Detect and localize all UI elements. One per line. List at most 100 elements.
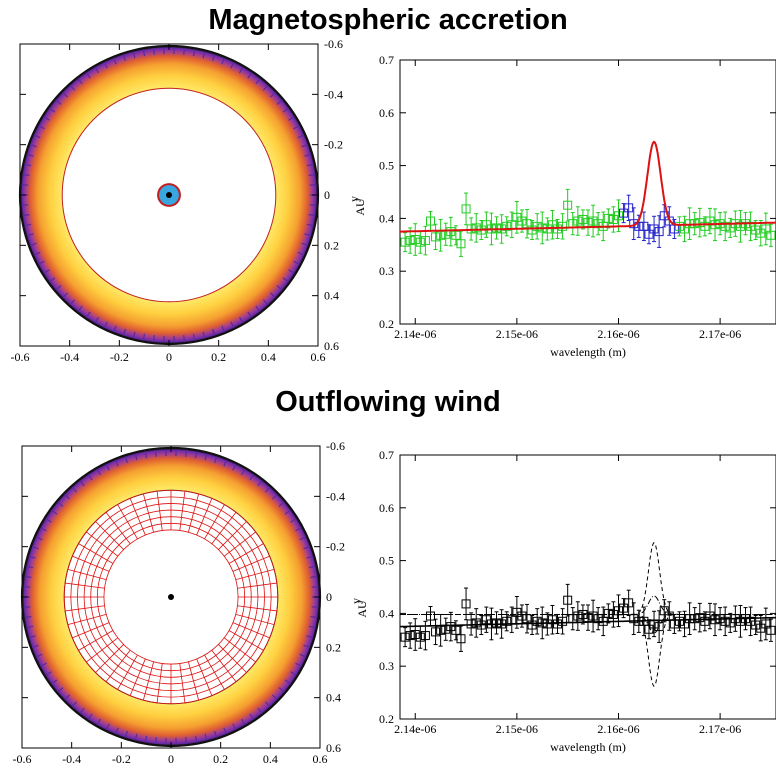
disk-edge-hatch (223, 458, 228, 467)
data-point (400, 632, 410, 642)
disk-edge-hatch (183, 46, 186, 55)
disk-edge-hatch (87, 713, 93, 721)
wind-grid-spoke (232, 555, 270, 572)
disk-edge-hatch (132, 331, 136, 340)
y-tick-label: 0.7 (379, 53, 394, 67)
disk-edge-hatch (278, 500, 286, 507)
disk-edge-hatch (42, 115, 50, 121)
wind-grid-spoke (129, 498, 146, 536)
disk-edge-hatch (185, 737, 188, 746)
data-point (451, 625, 461, 635)
disk-edge-hatch (22, 606, 31, 608)
disk-edge-hatch (112, 325, 117, 334)
wind-grid-spoke (179, 491, 186, 531)
disk-edge-hatch (310, 616, 319, 619)
disk-edge-hatch (78, 707, 85, 715)
wind-grid-spoke (129, 658, 146, 696)
disk-edge-hatch (25, 233, 34, 237)
disk-edge-hatch (257, 707, 264, 715)
data-point (644, 229, 654, 239)
wind-grid-spoke (67, 568, 107, 581)
disk-edge-hatch (295, 526, 303, 532)
disk-edge-hatch (204, 733, 208, 742)
data-point (573, 216, 583, 226)
disk-edge-hatch (22, 586, 31, 588)
disk-edge-hatch (308, 173, 317, 176)
data-point (553, 224, 563, 234)
section-title-wind: Outflowing wind (275, 386, 501, 418)
data-point (735, 616, 745, 626)
disk-edge-hatch (306, 163, 315, 167)
x-tick-label: 2.17e-06 (699, 722, 741, 736)
disk-edge-hatch (272, 493, 279, 500)
wind-grid-spoke (156, 663, 163, 703)
x-tick-label: -0.4 (60, 350, 79, 364)
x-tick-label: 2.16e-06 (597, 722, 639, 736)
data-point (588, 611, 598, 621)
disk-edge-hatch (134, 733, 138, 742)
y-tick-label: 0.6 (326, 741, 341, 755)
y-tick-label: 0.4 (379, 211, 394, 225)
data-point (573, 611, 583, 621)
data-point (425, 611, 435, 621)
disk-edge-hatch (30, 545, 39, 550)
disk-edge-hatch (132, 50, 136, 59)
wind-grid-spoke (65, 582, 105, 589)
model-envelope-line (400, 614, 776, 634)
y-tick-label: 0.2 (379, 712, 394, 726)
disk-edge-hatch (68, 83, 76, 91)
disk-edge-hatch (293, 124, 301, 130)
disk-edge-hatch (28, 242, 37, 247)
data-point (629, 219, 639, 229)
disk-edge-hatch (262, 299, 270, 307)
data-point (613, 211, 623, 221)
disk-edge-hatch (61, 292, 68, 299)
wind-grid-spoke (232, 622, 270, 639)
data-point (619, 603, 629, 613)
disk-edge-hatch (56, 500, 64, 507)
y-tick-label: -0.2 (326, 540, 345, 554)
disk-edge-hatch (23, 163, 32, 167)
wind-grid-spoke (204, 654, 225, 690)
y-tick-label: 0.6 (379, 106, 394, 120)
disk-edge-hatch (61, 91, 68, 98)
data-point (400, 237, 410, 247)
spectrum-wind-panel: 0.2 0.3 0.4 0.5 0.6 0.7 2.14e-06 2.15e-06 2.16e-… (379, 448, 776, 754)
y-tick-label: 0.4 (326, 691, 341, 705)
data-point (456, 239, 466, 249)
wind-grid-spoke (95, 644, 124, 673)
section-title-accretion: Magnetospheric accretion (208, 4, 568, 36)
y-tick-label: -0.6 (324, 37, 343, 51)
disk-edge-hatch (232, 723, 237, 732)
disk-edge-hatch (309, 184, 318, 186)
disk-edge-hatch (50, 679, 58, 686)
disk-edge-hatch (87, 473, 93, 481)
disk-edge-hatch (25, 565, 34, 569)
disk-edge-hatch (297, 251, 306, 257)
disk-edge-hatch (295, 662, 303, 668)
disk-edge-hatch (290, 671, 298, 677)
disk-edge-hatch (311, 606, 320, 608)
plot-frame (399, 59, 776, 325)
disk-edge-hatch (32, 133, 41, 139)
disk-edge-hatch (192, 333, 196, 342)
x-tick-label: -0.4 (62, 752, 81, 766)
disk-edge-hatch (30, 644, 39, 649)
data-point (588, 216, 598, 226)
wind-grid-spoke (117, 654, 138, 690)
y-tick-label: -0.4 (326, 489, 345, 503)
y-tick-label: 0.2 (379, 317, 394, 331)
disk-edge-hatch (114, 727, 119, 736)
disk-edge-hatch (76, 77, 83, 85)
data-point (502, 616, 512, 626)
disk-edge-hatch (144, 450, 148, 459)
data-point (649, 224, 659, 234)
wind-grid-spoke (223, 637, 256, 663)
disk-edge-hatch (21, 214, 30, 217)
x-tick-label: 2.17e-06 (699, 327, 741, 341)
disk-edge-hatch (44, 517, 52, 523)
disk-edge-hatch (223, 727, 228, 736)
model-line (400, 140, 776, 233)
disk-edge-hatch (247, 311, 253, 319)
disk-edge-hatch (48, 277, 56, 284)
